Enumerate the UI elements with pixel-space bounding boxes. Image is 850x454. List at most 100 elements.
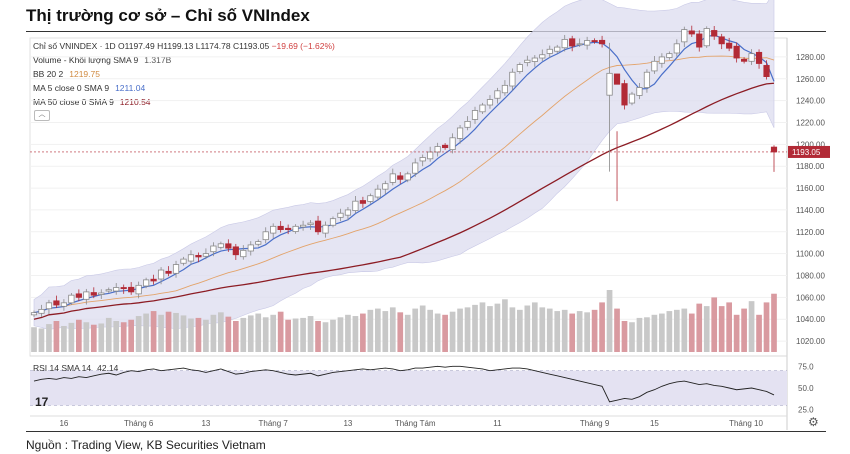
volume-bar [135,316,142,352]
volume-bar [53,321,60,352]
rsi-tick-label: 25.0 [798,406,814,415]
ma50-legend[interactable]: MA 50 close 0 SMA 9 1210.54 [33,97,151,107]
candle-body [546,48,553,54]
candle-body [741,58,748,62]
volume-bar [128,319,135,352]
volume-bar [404,314,411,352]
volume-bar [337,317,344,352]
volume-bar [367,309,374,352]
volume-bar [539,307,546,352]
candle-body [456,127,464,139]
collapse-legend-button[interactable]: ︿ [34,110,50,121]
candle-body [217,243,224,248]
bb-legend[interactable]: BB 20 2 1219.75 [33,69,100,79]
x-tick-label: Tháng Tám [395,419,436,428]
candle-body [195,254,202,258]
volume-bar [561,309,568,352]
candle-body [561,39,568,49]
candle-body [285,227,292,231]
volume-bar [688,313,695,352]
x-tick-label: Tháng 10 [729,419,763,428]
volume-bar [464,307,471,352]
candle-body [673,43,680,54]
candle-body [352,200,359,211]
candle-body [442,144,449,149]
candle-body [733,45,740,59]
candle-body [569,38,576,47]
candle-body [412,162,419,174]
candle-body [292,225,299,232]
candle-body [711,30,718,37]
candle-body [531,57,538,62]
candle-body [187,254,195,262]
volume-bar [195,317,202,352]
volume-bar [120,322,127,352]
volume-bar [285,319,291,352]
candle-body [576,43,583,46]
rsi-tick-label: 75.0 [798,362,814,371]
symbol-legend[interactable]: Chỉ số VNINDEX · 1D O1197.49 H1199.13 L1… [33,41,335,51]
volume-bar [180,315,187,352]
page-title: Thị trường cơ sở – Chỉ số VNIndex [26,6,310,25]
candle-body [150,278,157,282]
candle-body [359,200,366,204]
volume-label: Volume - Khối lượng SMA 9 [33,55,139,65]
candle-body [232,246,239,256]
candle-body [329,218,337,226]
volume-bar [158,314,164,352]
volume-bar [61,325,67,352]
close-value: C1193.05 [232,41,270,51]
volume-bar [315,321,321,352]
candle-body [165,270,172,274]
rsi-value: 42.14 [97,363,119,373]
candle-body [180,258,187,264]
volume-bar [143,313,149,352]
volume-bar [659,313,665,352]
candle-body [554,46,561,52]
volume-bar [105,317,112,352]
volume-bar [322,322,329,352]
price-tick-label: 1040.00 [796,315,825,324]
candle-body [718,36,725,45]
candle-body [113,287,120,292]
candle-body [98,292,105,295]
candle-body [755,51,763,64]
candle-body [143,279,150,287]
volume-bar [673,309,680,352]
last-price-label: 1193.05 [792,148,821,157]
volume-bar [614,308,620,352]
candle-body [486,99,494,106]
volume-bar [374,308,381,352]
gear-icon[interactable]: ⚙ [808,415,819,429]
rsi-legend[interactable]: RSI 14 SMA 14 42.14 [33,363,118,373]
volume-bar [487,306,493,352]
candle-body [157,269,165,280]
volume-bar [98,323,105,352]
candle-body [299,224,307,228]
volume-bar [621,321,628,352]
ma50-label: MA 50 close 0 SMA 9 [33,97,114,107]
candle-body [628,93,636,104]
candle-body [247,244,254,252]
volume-bar [31,327,37,352]
candle-body [210,245,217,253]
bb-basis-line [33,55,775,314]
volume-bar [696,303,703,352]
volume-bar [681,308,688,352]
volume-bar [240,317,247,352]
volume-bar [434,313,441,352]
candle-body [643,71,651,88]
candle-body [307,222,314,225]
volume-bar [270,314,277,352]
ma5-legend[interactable]: MA 5 close 0 SMA 9 1211.04 [33,83,145,93]
candle-body [658,56,665,64]
rsi-line [33,365,775,403]
x-tick-label: 13 [201,419,210,428]
candle-body [748,53,755,62]
volume-bar [636,317,643,352]
volume-legend[interactable]: Volume - Khối lượng SMA 9 1.317B [33,55,171,65]
candle-body [277,225,284,230]
x-tick-label: Tháng 7 [259,419,289,428]
x-tick-label: 15 [650,419,659,428]
